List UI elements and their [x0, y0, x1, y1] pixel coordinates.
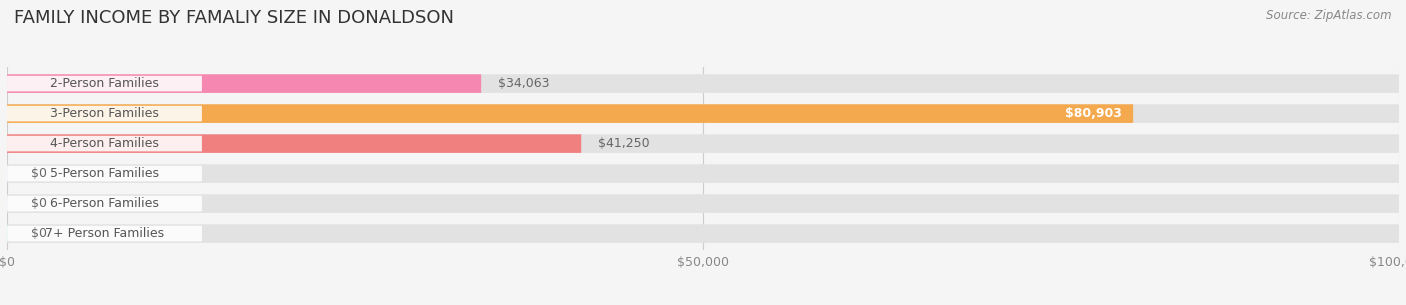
Text: 5-Person Families: 5-Person Families	[51, 167, 159, 180]
FancyBboxPatch shape	[7, 196, 202, 211]
FancyBboxPatch shape	[7, 134, 1399, 153]
Text: $34,063: $34,063	[498, 77, 550, 90]
Text: 7+ Person Families: 7+ Person Families	[45, 227, 165, 240]
FancyBboxPatch shape	[7, 134, 581, 153]
FancyBboxPatch shape	[7, 166, 202, 181]
Text: 6-Person Families: 6-Person Families	[51, 197, 159, 210]
FancyBboxPatch shape	[7, 106, 202, 121]
Text: $0: $0	[31, 167, 46, 180]
Text: $0: $0	[31, 197, 46, 210]
FancyBboxPatch shape	[7, 76, 202, 91]
FancyBboxPatch shape	[7, 136, 202, 151]
Text: FAMILY INCOME BY FAMALIY SIZE IN DONALDSON: FAMILY INCOME BY FAMALIY SIZE IN DONALDS…	[14, 9, 454, 27]
Text: 4-Person Families: 4-Person Families	[51, 137, 159, 150]
FancyBboxPatch shape	[7, 74, 481, 93]
Text: $0: $0	[31, 227, 46, 240]
FancyBboxPatch shape	[7, 164, 1399, 183]
FancyBboxPatch shape	[7, 74, 1399, 93]
Text: 2-Person Families: 2-Person Families	[51, 77, 159, 90]
FancyBboxPatch shape	[7, 104, 1133, 123]
FancyBboxPatch shape	[7, 224, 1399, 243]
FancyBboxPatch shape	[7, 104, 1399, 123]
Text: $80,903: $80,903	[1066, 107, 1122, 120]
FancyBboxPatch shape	[7, 194, 1399, 213]
Text: Source: ZipAtlas.com: Source: ZipAtlas.com	[1267, 9, 1392, 22]
FancyBboxPatch shape	[7, 226, 202, 241]
Text: $41,250: $41,250	[598, 137, 650, 150]
Text: 3-Person Families: 3-Person Families	[51, 107, 159, 120]
